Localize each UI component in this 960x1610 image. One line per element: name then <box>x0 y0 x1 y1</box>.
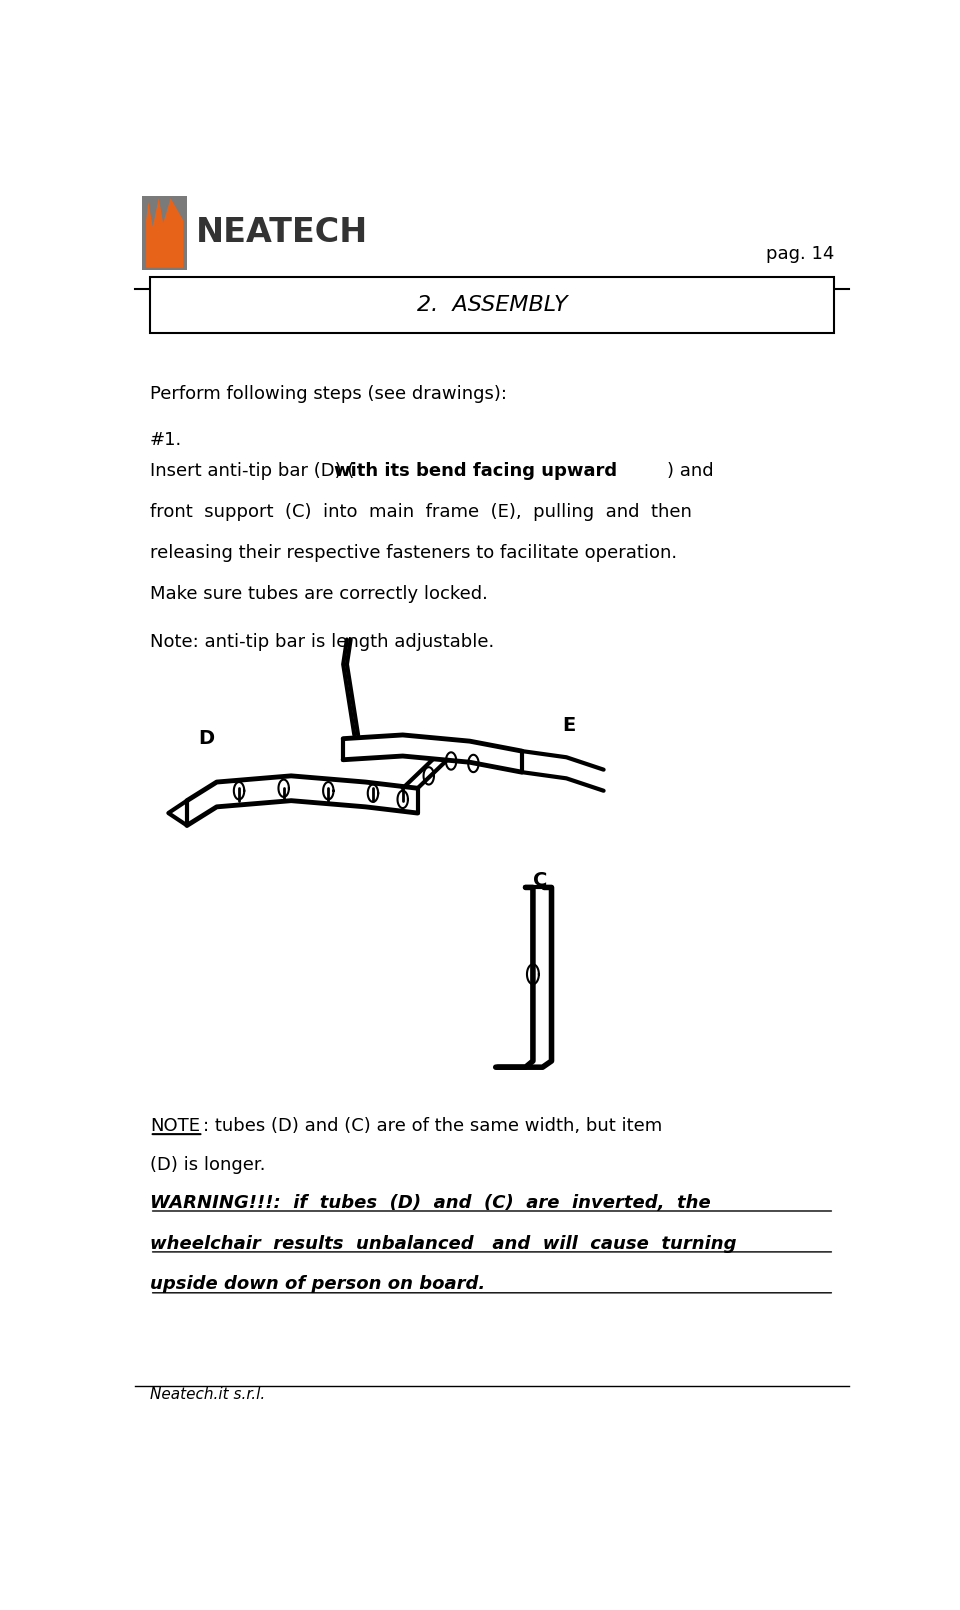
Text: Perform following steps (see drawings):: Perform following steps (see drawings): <box>150 385 507 404</box>
Text: C: C <box>533 871 547 890</box>
Text: with its bend facing upward: with its bend facing upward <box>334 462 617 480</box>
Text: : tubes (D) and (C) are of the same width, but item: : tubes (D) and (C) are of the same widt… <box>204 1117 662 1135</box>
Text: 2.  ASSEMBLY: 2. ASSEMBLY <box>417 295 567 316</box>
Text: #1.: #1. <box>150 431 182 449</box>
Text: E: E <box>563 716 576 736</box>
Polygon shape <box>146 198 183 267</box>
Text: pag. 14: pag. 14 <box>766 245 834 264</box>
Text: upside down of person on board.: upside down of person on board. <box>150 1275 485 1293</box>
Text: Note: anti-tip bar is length adjustable.: Note: anti-tip bar is length adjustable. <box>150 633 494 652</box>
Text: NOTE: NOTE <box>150 1117 200 1135</box>
Polygon shape <box>142 196 187 270</box>
Text: releasing their respective fasteners to facilitate operation.: releasing their respective fasteners to … <box>150 544 677 562</box>
Text: (D) is longer.: (D) is longer. <box>150 1156 265 1174</box>
Text: wheelchair  results  unbalanced   and  will  cause  turning: wheelchair results unbalanced and will c… <box>150 1235 736 1253</box>
FancyBboxPatch shape <box>150 277 834 333</box>
Text: WARNING!!!:  if  tubes  (D)  and  (C)  are  inverted,  the: WARNING!!!: if tubes (D) and (C) are inv… <box>150 1193 710 1212</box>
Text: Make sure tubes are correctly locked.: Make sure tubes are correctly locked. <box>150 584 488 604</box>
Text: Neatech.it s.r.l.: Neatech.it s.r.l. <box>150 1386 265 1402</box>
Text: NEATECH: NEATECH <box>196 216 368 250</box>
Text: D: D <box>198 729 214 747</box>
Text: ) and: ) and <box>667 462 713 480</box>
Text: front  support  (C)  into  main  frame  (E),  pulling  and  then: front support (C) into main frame (E), p… <box>150 502 691 522</box>
Text: Insert anti-tip bar (D) (: Insert anti-tip bar (D) ( <box>150 462 354 480</box>
